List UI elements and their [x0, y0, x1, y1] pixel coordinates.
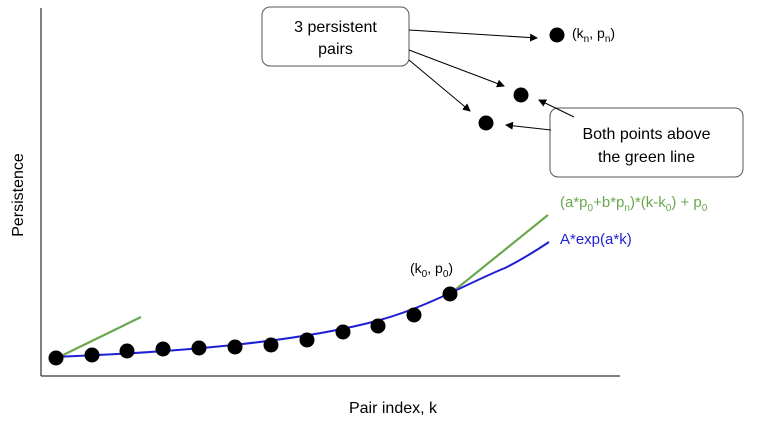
persistent-point-kn	[549, 27, 565, 43]
persistent-point	[478, 115, 494, 131]
data-point	[299, 332, 315, 348]
callout-persistent-pairs: 3 persistent pairs	[261, 6, 410, 67]
arrow-to-low	[408, 59, 471, 112]
data-point	[48, 350, 64, 366]
y-axis-label: Persistence	[10, 153, 27, 237]
blue-curve-formula: A*exp(a*k)	[560, 231, 632, 248]
data-point-k0	[442, 286, 458, 302]
arrow-to-mid-from-right	[538, 99, 575, 118]
callout-line-1: Both points above	[582, 126, 710, 143]
callout-box	[549, 107, 744, 178]
formula-text: +b*p	[593, 194, 624, 211]
callout-above-green: Both points above the green line	[549, 107, 744, 178]
data-point	[335, 324, 351, 340]
data-point	[406, 307, 422, 323]
callout-line-2: the green line	[598, 149, 695, 166]
formula-subscript: 0	[666, 203, 672, 214]
blue-exp-curve	[54, 241, 550, 358]
arrow-to-kn	[408, 29, 538, 42]
data-point	[155, 341, 171, 357]
callout-line-2: pairs	[318, 41, 353, 58]
arrow-to-mid	[408, 49, 505, 88]
green-tangent-start	[58, 316, 142, 358]
data-point	[191, 340, 207, 356]
callout-line-1: 3 persistent	[294, 19, 377, 36]
curve-points	[48, 286, 458, 366]
persistent-point	[513, 87, 529, 103]
data-point	[227, 339, 243, 355]
k0-p0-label: (k0, p0)	[410, 260, 453, 280]
x-axis-label: Pair index, k	[349, 400, 438, 417]
persistent-points	[478, 27, 565, 131]
green-tangent-k0	[449, 214, 549, 295]
data-point	[263, 337, 279, 353]
data-point	[119, 343, 135, 359]
formula-text: ) + p	[671, 194, 701, 211]
data-point	[84, 347, 100, 363]
data-point	[370, 318, 386, 334]
kn-pn-label: (kn, pn)	[572, 25, 615, 45]
formula-text: (a*p	[560, 194, 588, 211]
arrow-to-low-from-right	[505, 121, 552, 131]
formula-subscript: n	[624, 203, 630, 214]
formula-subscript: 0	[702, 203, 708, 214]
formula-subscript: 0	[588, 203, 594, 214]
formula-text: )*(k-k	[630, 194, 666, 211]
green-line-formula: (a*p0+b*pn)*(k-k0) + p0	[560, 194, 708, 214]
callout-box	[261, 6, 410, 67]
